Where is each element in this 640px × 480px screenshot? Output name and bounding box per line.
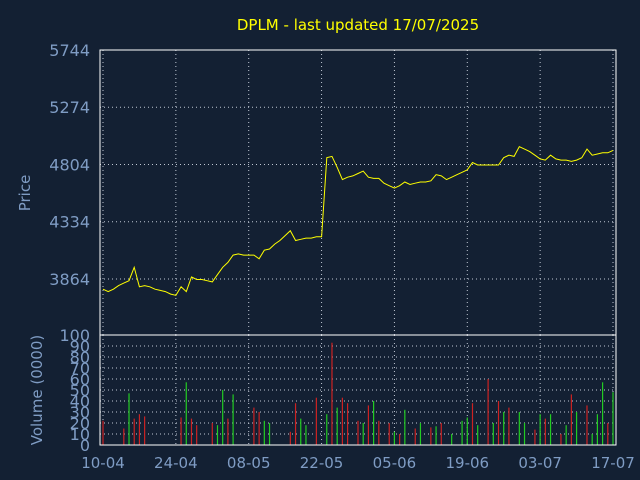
volume-y-tick-label: 0 (80, 436, 90, 455)
volume-bars (102, 342, 614, 445)
x-tick-label: 22-05 (300, 454, 344, 472)
x-tick-label: 03-07 (518, 454, 562, 472)
x-tick-labels: 10-04 24-04 08-05 22-05 05-06 19-06 03-07 17-07 (81, 454, 635, 472)
x-tick-label: 24-04 (154, 454, 198, 472)
price-y-tick-label: 4334 (49, 213, 90, 232)
x-tick-label: 19-06 (445, 454, 489, 472)
volume-y-tick-label: 30 (70, 403, 90, 422)
price-axis-title: Price (16, 175, 34, 212)
chart-title: DPLM - last updated 17/07/2025 (237, 16, 479, 34)
price-y-tick-labels: 3864 4334 4804 5274 5744 (49, 41, 90, 289)
volume-y-tick-label: 50 (70, 381, 90, 400)
volume-y-tick-label: 80 (70, 348, 90, 367)
x-tick-label: 08-05 (227, 454, 271, 472)
price-y-tick-label: 5274 (49, 98, 90, 117)
volume-axes-frame (99, 334, 617, 446)
x-tick-label: 05-06 (373, 454, 417, 472)
volume-y-tick-label: 90 (70, 337, 90, 356)
x-tick-label: 17-07 (591, 454, 635, 472)
volume-y-tick-label: 10 (70, 425, 90, 444)
x-tick-label: 10-04 (81, 454, 125, 472)
volume-y-tick-label: 70 (70, 359, 90, 378)
volume-y-tick-label: 60 (70, 370, 90, 389)
price-y-tick-label: 3864 (49, 270, 90, 289)
price-series-line (102, 146, 614, 296)
price-y-tick-label: 5744 (49, 41, 90, 60)
volume-y-tick-label: 100 (59, 326, 90, 345)
volume-y-tick-label: 20 (70, 414, 90, 433)
volume-y-tick-label: 40 (70, 392, 90, 411)
price-y-tick-label: 4804 (49, 155, 90, 174)
volume-axis-title: Volume (0000) (28, 335, 46, 445)
